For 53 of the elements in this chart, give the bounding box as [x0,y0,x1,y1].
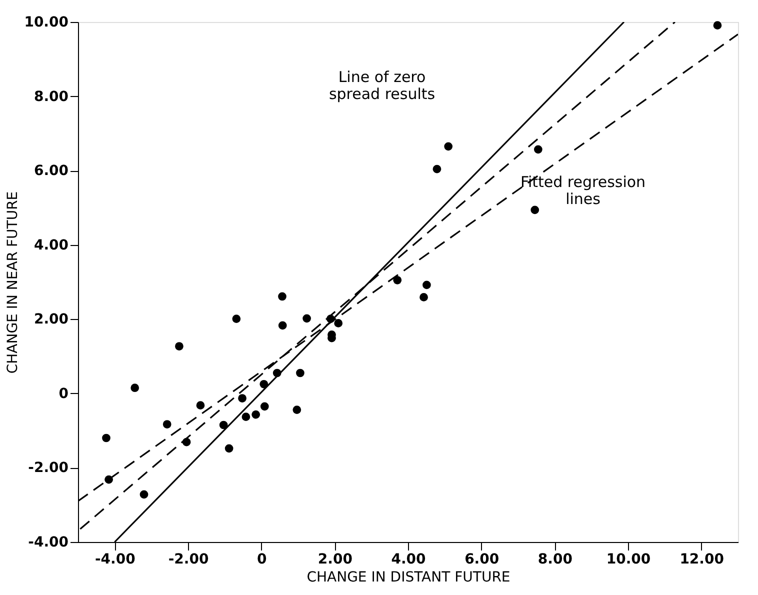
point [432,164,442,174]
x-tick-label: 6.00 [464,552,500,568]
point [530,206,540,214]
point [162,420,172,428]
point [224,444,234,453]
y-tick-label: 10.00 [24,14,69,30]
x-tick-label: 12.00 [680,552,724,568]
point [102,434,110,442]
point [534,145,542,154]
x-tick-label: 10.00 [606,552,651,568]
point [238,394,246,402]
point [302,314,311,323]
point [104,475,113,484]
y-tick-label: -4.00 [28,534,69,550]
y-tick-label: 0 [58,386,69,402]
point [334,319,343,328]
point [175,342,184,350]
point [252,410,260,419]
point [260,402,269,411]
point [242,412,250,422]
point [422,280,431,290]
point [140,490,148,499]
point [420,293,428,302]
x-tick-label: 0 [256,552,267,568]
x-tick-label: 4.00 [391,552,426,568]
point [713,21,722,30]
y-tick-label: 6.00 [34,163,69,180]
annotation: Line of zero spread results [328,68,436,103]
y-tick-label: 8.00 [34,88,69,105]
x-tick-label: 2.00 [318,552,353,568]
point [182,438,191,446]
annotation: Fitted regression lines [520,173,646,208]
point [260,380,268,388]
point [219,420,228,430]
point [326,314,335,323]
point [292,406,302,414]
x-tick-label: -4.00 [94,552,136,568]
point [296,368,304,378]
x-axis-title: CHANGE IN DISTANT FUTURE [306,570,510,586]
y-tick-label: 2.00 [34,312,69,328]
point [278,292,286,301]
y-tick-label: 4.00 [34,237,69,254]
x-tick-label: 8.00 [538,552,573,568]
point [196,401,205,410]
y-axis-title: CHANGE IN NEAR FUTURE [5,191,22,374]
point [130,384,140,392]
point [278,321,287,330]
y-tick-label: -2.00 [28,460,69,476]
point [232,314,241,323]
point [444,142,453,151]
point [272,368,282,378]
x-tick-label: -2.00 [168,552,209,568]
point [393,276,402,284]
